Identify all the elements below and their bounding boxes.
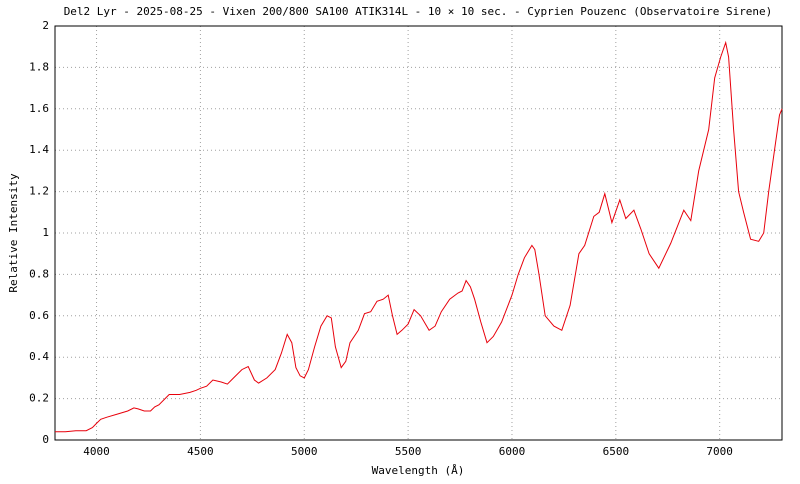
y-tick-label: 1.8: [29, 60, 49, 73]
x-axis-label: Wavelength (Å): [372, 464, 465, 477]
y-tick-label: 1: [42, 226, 49, 239]
y-tick-label: 1.4: [29, 143, 49, 156]
y-tick-label: 1.2: [29, 185, 49, 198]
x-tick-label: 5000: [291, 445, 318, 458]
y-tick-label: 0.6: [29, 309, 49, 322]
spectrum-line: [55, 40, 783, 433]
x-tick-label: 6000: [499, 445, 526, 458]
x-tick-label: 6500: [603, 445, 630, 458]
y-axis-label: Relative Intensity: [7, 173, 20, 293]
x-tick-label: 5500: [395, 445, 422, 458]
y-tick-label: 1.6: [29, 102, 49, 115]
x-tick-label: 7000: [706, 445, 733, 458]
y-tick-label: 0: [42, 433, 49, 446]
x-tick-label: 4000: [83, 445, 110, 458]
y-tick-label: 0.2: [29, 392, 49, 405]
y-tick-label: 2: [42, 19, 49, 32]
plot-frame: [54, 25, 783, 441]
x-tick-label: 4500: [187, 445, 214, 458]
chart-title: Del2 Lyr - 2025-08-25 - Vixen 200/800 SA…: [64, 5, 773, 18]
y-tick-label: 0.4: [29, 350, 49, 363]
y-tick-label: 0.8: [29, 267, 49, 280]
